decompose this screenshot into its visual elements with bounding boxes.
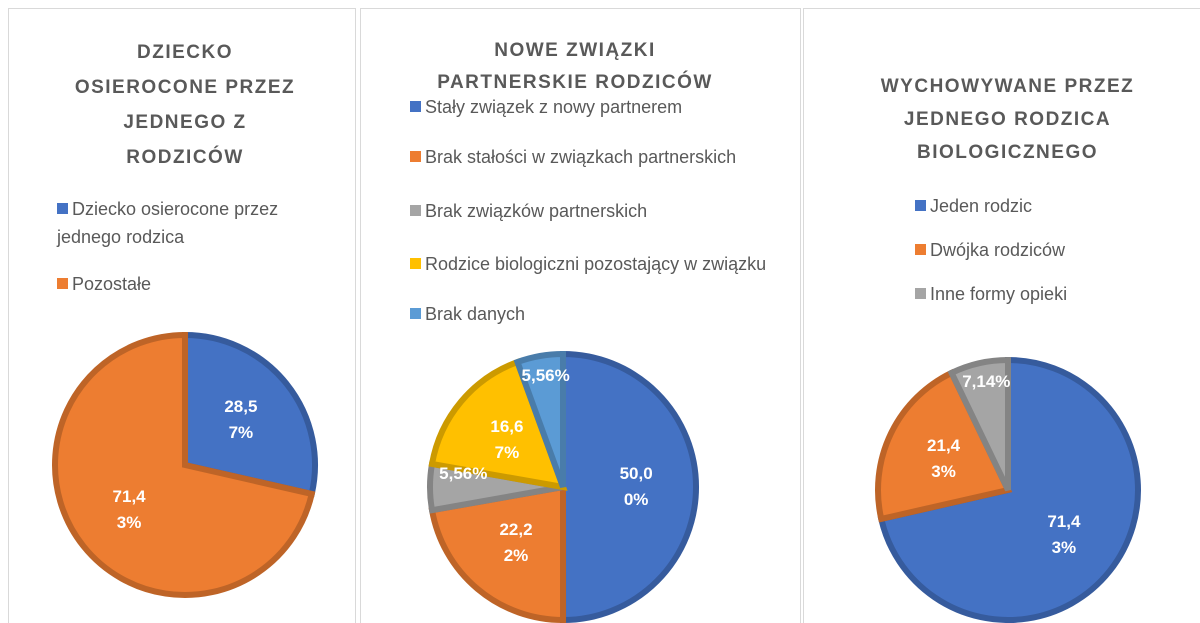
pie-slice [513, 350, 566, 489]
pie-slice [560, 350, 700, 623]
legend-label: Dziecko osierocone przez jednego rodzica [57, 199, 279, 247]
data-label: 28,57% [224, 397, 258, 443]
legend-swatch [915, 200, 926, 211]
data-label: 50,00% [619, 463, 653, 509]
data-label: 22,22% [499, 520, 533, 566]
pie-slice [947, 356, 1011, 492]
legend-label: Inne formy opieki [930, 284, 1068, 304]
data-label: 7,14% [962, 371, 1011, 391]
legend-swatch [57, 203, 68, 214]
legend-swatch [410, 101, 421, 112]
legend-label: Pozostałe [72, 274, 152, 294]
legend-item: Jeden rodzic [915, 192, 1185, 220]
data-label: 71,43% [1047, 511, 1081, 557]
legend-item: Inne formy opieki [915, 280, 1185, 308]
legend-label: Rodzice biologiczni pozostający w związk… [425, 254, 767, 274]
legend-label: Jeden rodzic [930, 196, 1033, 216]
legend-item: Brak związków partnerskich [410, 197, 780, 225]
data-label: 71,43% [112, 486, 146, 532]
legend-label: Dwójka rodziców [930, 240, 1066, 260]
legend-item: Stały związek z nowy partnerem [410, 93, 780, 121]
legend-label: Brak danych [425, 304, 526, 324]
legend-item: Dziecko osierocone przez jednego rodzica [57, 195, 342, 251]
legend-item: Brak stałości w związkach partnerskich [410, 143, 780, 171]
legend-item: Pozostałe [57, 270, 342, 298]
pie-slice [182, 331, 318, 498]
chart-title: NOWE ZWIĄZKI PARTNERSKIE RODZICÓW [437, 40, 713, 93]
data-label: 5,56% [521, 365, 570, 385]
pie-slice [52, 331, 316, 598]
legend-swatch [915, 288, 926, 299]
chart-title: WYCHOWYWANE PRZEZ JEDNEGO RODZICA BIOLOG… [880, 76, 1135, 163]
legend-item: Brak danych [410, 300, 780, 328]
pie-slice [428, 483, 567, 623]
legend-swatch [915, 244, 926, 255]
data-label: 16,67% [490, 416, 524, 462]
legend-item: Dwójka rodziców [915, 236, 1185, 264]
pie-slice [428, 358, 568, 491]
pie-slice [875, 368, 1013, 523]
legend-swatch [410, 308, 421, 319]
legend-swatch [410, 151, 421, 162]
data-label: 21,43% [927, 435, 961, 481]
legend-item: Rodzice biologiczni pozostający w związk… [410, 250, 780, 278]
legend-label: Stały związek z nowy partnerem [425, 97, 683, 117]
legend-swatch [57, 278, 68, 289]
legend-label: Brak związków partnerskich [425, 201, 648, 221]
legend-swatch [410, 258, 421, 269]
legend-swatch [410, 205, 421, 216]
chart-title: DZIECKO OSIEROCONE PRZEZ JEDNEGO Z RODZI… [74, 42, 296, 168]
legend-label: Brak stałości w związkach partnerskich [425, 147, 737, 167]
data-label: 5,56% [439, 464, 488, 484]
